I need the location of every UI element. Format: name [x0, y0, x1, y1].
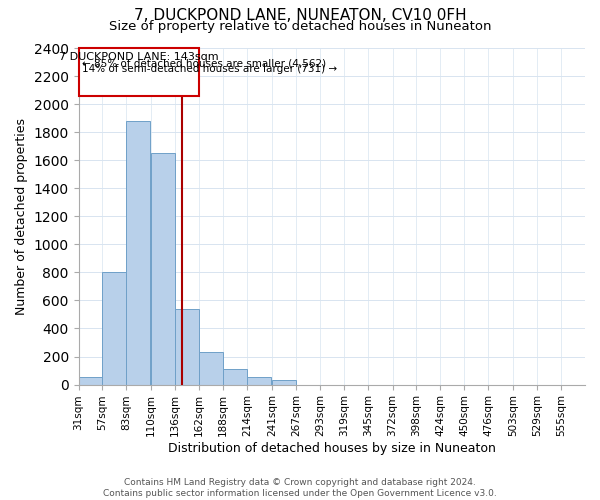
- Bar: [103, 272, 127, 384]
- Bar: [272, 380, 296, 384]
- Bar: [151, 153, 175, 384]
- Y-axis label: Number of detached properties: Number of detached properties: [15, 118, 28, 315]
- X-axis label: Distribution of detached houses by size in Nuneaton: Distribution of detached houses by size …: [168, 442, 496, 455]
- Bar: [127, 121, 151, 384]
- Bar: [247, 377, 271, 384]
- Text: Contains HM Land Registry data © Crown copyright and database right 2024.
Contai: Contains HM Land Registry data © Crown c…: [103, 478, 497, 498]
- Bar: [199, 352, 223, 384]
- Text: ← 85% of detached houses are smaller (4,562): ← 85% of detached houses are smaller (4,…: [82, 58, 326, 68]
- Text: 14% of semi-detached houses are larger (731) →: 14% of semi-detached houses are larger (…: [82, 64, 337, 74]
- FancyBboxPatch shape: [79, 48, 199, 96]
- Bar: [79, 377, 103, 384]
- Bar: [223, 369, 247, 384]
- Text: 7 DUCKPOND LANE: 143sqm: 7 DUCKPOND LANE: 143sqm: [59, 52, 218, 62]
- Bar: [175, 309, 199, 384]
- Text: Size of property relative to detached houses in Nuneaton: Size of property relative to detached ho…: [109, 20, 491, 33]
- Text: 7, DUCKPOND LANE, NUNEATON, CV10 0FH: 7, DUCKPOND LANE, NUNEATON, CV10 0FH: [134, 8, 466, 22]
